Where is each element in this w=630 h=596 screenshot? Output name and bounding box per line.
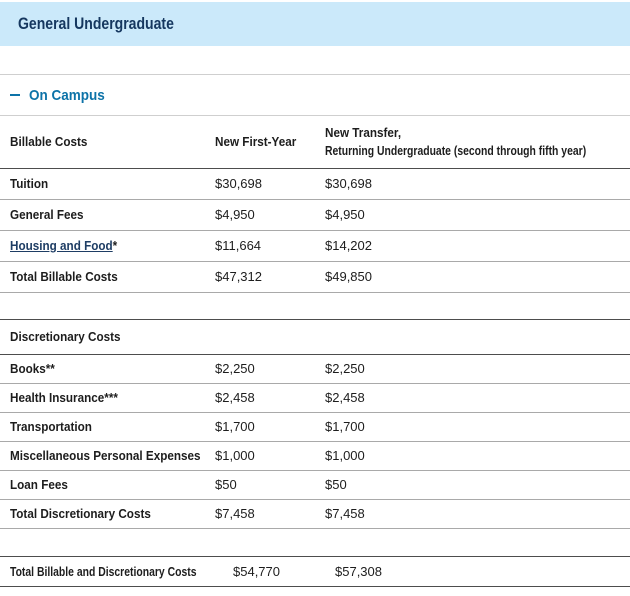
on-campus-accordion-toggle[interactable]: On Campus	[0, 75, 113, 115]
table-row-total-billable-costs: Total Billable Costs $47,312 $49,850	[0, 262, 630, 293]
on-campus-label: On Campus	[29, 86, 105, 104]
column-header-discretionary-costs: Discretionary Costs	[10, 329, 121, 345]
column-header-new-first-year: New First-Year	[215, 134, 297, 149]
table-row-total-billable-and-discretionary: Total Billable and Discretionary Costs $…	[10, 563, 382, 579]
billable-costs-table: Billable Costs New First-Year New Transf…	[0, 116, 630, 293]
table-row-miscellaneous-personal-expenses: Miscellaneous Personal Expenses $1,000 $…	[0, 442, 630, 471]
discretionary-costs-table: Discretionary Costs Books** $2,250 $2,25…	[0, 319, 630, 529]
table-row-books: Books** $2,250 $2,250	[0, 355, 630, 384]
divider	[0, 115, 630, 116]
column-header-billable-costs: Billable Costs	[10, 134, 88, 149]
table-row-health-insurance: Health Insurance*** $2,458 $2,458	[0, 384, 630, 413]
table-row-housing-and-food: Housing and Food* $11,664 $14,202	[0, 231, 630, 262]
table-row-loan-fees: Loan Fees $50 $50	[0, 471, 630, 500]
page-title: General Undergraduate	[18, 14, 174, 33]
section-banner: General Undergraduate	[0, 2, 630, 46]
discretionary-header-row: Discretionary Costs	[0, 320, 630, 355]
divider	[0, 74, 630, 75]
grand-total-table: Total Billable and Discretionary Costs $…	[0, 556, 630, 587]
collapse-minus-icon	[10, 93, 20, 97]
housing-and-food-link[interactable]: Housing and Food	[10, 238, 113, 253]
column-header-new-transfer: New Transfer, Returning Undergraduate (s…	[325, 125, 587, 158]
table-row-general-fees: General Fees $4,950 $4,950	[0, 200, 630, 231]
table-row-total-discretionary-costs: Total Discretionary Costs $7,458 $7,458	[0, 500, 630, 529]
footnote-asterisk: *	[112, 238, 118, 253]
table-row-tuition: Tuition $30,698 $30,698	[0, 169, 630, 200]
billable-header-row: Billable Costs New First-Year New Transf…	[0, 116, 630, 169]
table-row-transportation: Transportation $1,700 $1,700	[0, 413, 630, 442]
